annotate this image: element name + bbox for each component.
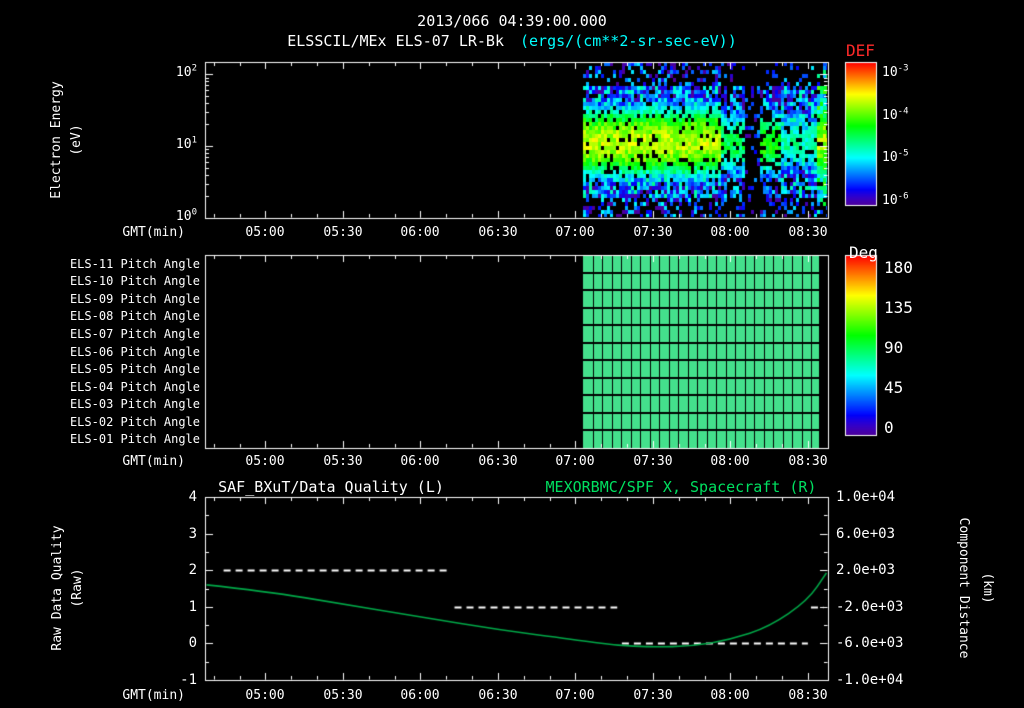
def-colorbar-label: DEF (846, 41, 875, 60)
els-row-label: ELS-02 Pitch Angle (69, 415, 200, 429)
distance-ytick-label: -1.0e+04 (836, 672, 904, 688)
els-row-label: ELS-09 Pitch Angle (69, 292, 200, 306)
quality-ytick-label: -1 (180, 672, 197, 688)
time-tick-label: 07:30 (633, 225, 673, 240)
time-tick-label: 05:30 (323, 454, 363, 469)
els-row-label: ELS-01 Pitch Angle (69, 432, 200, 446)
orbit-series-title: MEXORBMC/SPF X, Spacecraft (R) (545, 478, 817, 496)
quality-ytick-label: 1 (188, 599, 197, 615)
quality-ytick-label: 2 (188, 562, 197, 578)
spec-y-axis-label: Electron Energy (48, 81, 64, 199)
time-tick-label: 05:30 (323, 225, 363, 240)
time-tick-label: 05:00 (245, 688, 285, 703)
deg-cbar-tick-label: 0 (884, 418, 894, 437)
distance-y-axis-label: Component Distance (956, 517, 972, 659)
timestamp-title: 2013/066 04:39:00.000 (417, 12, 607, 30)
time-tick-label: 08:00 (710, 688, 750, 703)
def-cbar-tick-label: 10-3 (882, 63, 909, 80)
deg-cbar-tick-label: 90 (884, 338, 904, 357)
distance-ytick-label: 1.0e+04 (836, 489, 896, 505)
distance-ytick-label: 2.0e+03 (836, 562, 896, 578)
time-tick-label: 08:00 (710, 454, 750, 469)
time-tick-label: 07:00 (555, 688, 595, 703)
spec-ytick-label: 101 (175, 135, 197, 152)
quality-y-axis-units: (Raw) (69, 568, 85, 608)
spec-ytick-label: 100 (175, 207, 197, 224)
spec-y-axis-units: (eV) (68, 124, 84, 156)
time-tick-label: 06:00 (400, 225, 440, 240)
quality-ytick-label: 0 (188, 635, 197, 651)
time-tick-label: 07:00 (555, 225, 595, 240)
time-tick-label: 08:30 (788, 688, 828, 703)
time-tick-label: 06:30 (478, 225, 518, 240)
distance-ytick-label: -2.0e+03 (836, 599, 904, 615)
quality-ytick-label: 4 (188, 489, 197, 505)
time-tick-label: 08:30 (788, 225, 828, 240)
plot-subtitle: ELSSCIL/MEx ELS-07 LR-Bk (ergs/(cm**2-sr-… (287, 33, 737, 50)
els-row-label: ELS-03 Pitch Angle (69, 397, 200, 411)
time-tick-label: 08:30 (788, 454, 828, 469)
els-row-label: ELS-05 Pitch Angle (69, 362, 200, 376)
deg-cbar-tick-label: 180 (884, 258, 913, 277)
distance-y-axis-units: (km) (980, 572, 996, 604)
gmt-axis-label: GMT(min) (122, 688, 185, 703)
time-tick-label: 07:30 (633, 454, 673, 469)
time-tick-label: 06:30 (478, 688, 518, 703)
gmt-axis-label: GMT(min) (122, 454, 185, 469)
subtitle-units: (ergs/(cm**2-sr-sec-eV)) (520, 32, 737, 50)
els-row-label: ELS-06 Pitch Angle (69, 345, 200, 359)
time-tick-label: 07:30 (633, 688, 673, 703)
els-row-label: ELS-07 Pitch Angle (69, 327, 200, 341)
time-tick-label: 05:00 (245, 454, 285, 469)
els-row-label: ELS-11 Pitch Angle (69, 257, 200, 271)
subtitle-instrument: ELSSCIL/MEx ELS-07 LR-Bk (287, 32, 504, 50)
gmt-axis-label: GMT(min) (122, 225, 185, 240)
def-cbar-tick-label: 10-6 (882, 191, 909, 208)
els-row-label: ELS-10 Pitch Angle (69, 274, 200, 288)
distance-ytick-label: -6.0e+03 (836, 635, 904, 651)
quality-series-title: SAF_BXuT/Data Quality (L) (218, 478, 444, 496)
quality-y-axis-label: Raw Data Quality (49, 525, 65, 651)
time-tick-label: 05:00 (245, 225, 285, 240)
quality-ytick-label: 3 (188, 526, 197, 542)
distance-ytick-label: 6.0e+03 (836, 526, 896, 542)
els-row-label: ELS-08 Pitch Angle (69, 309, 200, 323)
time-tick-label: 08:00 (710, 225, 750, 240)
time-tick-label: 06:00 (400, 454, 440, 469)
time-tick-label: 06:00 (400, 688, 440, 703)
def-cbar-tick-label: 10-5 (882, 148, 909, 165)
deg-cbar-tick-label: 45 (884, 378, 904, 397)
def-cbar-tick-label: 10-4 (882, 106, 909, 123)
deg-colorbar-label: Deg (849, 243, 878, 262)
spec-ytick-label: 102 (175, 63, 197, 80)
time-tick-label: 06:30 (478, 454, 518, 469)
deg-cbar-tick-label: 135 (884, 298, 913, 317)
time-tick-label: 05:30 (323, 688, 363, 703)
els-row-label: ELS-04 Pitch Angle (69, 380, 200, 394)
time-tick-label: 07:00 (555, 454, 595, 469)
